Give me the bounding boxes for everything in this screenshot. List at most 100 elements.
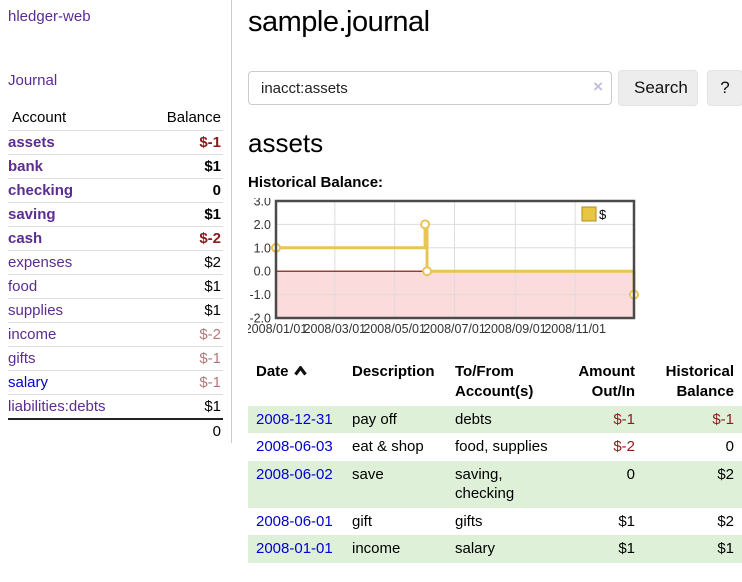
transaction-date-link[interactable]: 2008-06-03 bbox=[256, 438, 333, 456]
transaction-description: income bbox=[352, 540, 401, 558]
transaction-row: 2008-12-31 pay off debts $-1 $-1 bbox=[248, 405, 742, 434]
transaction-balance: $2 bbox=[717, 465, 734, 483]
transaction-amount: $1 bbox=[618, 540, 635, 558]
account-balance: $1 bbox=[140, 202, 223, 227]
accounts-total-value: 0 bbox=[140, 418, 223, 443]
balance-column-label: Historical Balance bbox=[643, 358, 742, 406]
app-window: hledger-web Journal Account Balance asse… bbox=[0, 0, 742, 563]
account-link-income[interactable]: income bbox=[8, 326, 57, 343]
account-link-liabilities-debts[interactable]: liabilities:debts bbox=[8, 398, 106, 415]
account-link-assets[interactable]: assets bbox=[8, 134, 55, 151]
transaction-description: save bbox=[352, 465, 384, 483]
account-row-liabilities-debts: liabilities:debts $1 bbox=[8, 394, 223, 419]
transaction-date-link[interactable]: 2008-06-02 bbox=[256, 465, 333, 483]
account-balance: $-2 bbox=[140, 322, 223, 347]
balance-chart: 3.0 2.0 1.0 0.0 -1.0 -2.02008/01/012008/03/01… bbox=[245, 195, 639, 336]
amount-column-line2: Out/In bbox=[591, 382, 635, 400]
account-balance: $1 bbox=[140, 394, 223, 419]
amount-column-line1: Amount bbox=[578, 363, 635, 380]
sidebar: hledger-web Journal Account Balance asse… bbox=[0, 0, 232, 443]
account-link-checking[interactable]: checking bbox=[8, 182, 74, 199]
transaction-accounts: food, supplies bbox=[455, 438, 548, 456]
transaction-balance: $-1 bbox=[712, 410, 734, 428]
account-row-checking: checking 0 bbox=[8, 178, 223, 203]
account-balance: 0 bbox=[140, 178, 223, 203]
account-link-expenses[interactable]: expenses bbox=[8, 254, 73, 271]
main-content: sample.journal × Search ? assets Histori… bbox=[232, 0, 742, 563]
chart-heading: Historical Balance: bbox=[248, 174, 384, 191]
balance-column-line1: Historical bbox=[665, 363, 734, 380]
transaction-row: 2008-06-01 gift gifts $1 $2 bbox=[248, 508, 742, 536]
account-balance: $2 bbox=[140, 250, 223, 275]
transaction-balance: 0 bbox=[725, 438, 734, 456]
account-balance: $1 bbox=[140, 274, 223, 299]
app-brand-link[interactable]: hledger-web bbox=[8, 8, 91, 25]
svg-text:1.0: 1.0 bbox=[254, 241, 271, 255]
sort-by-date-header[interactable]: Date bbox=[256, 362, 307, 382]
accounts-col-balance: Balance bbox=[166, 109, 221, 126]
transaction-accounts: salary bbox=[455, 540, 496, 558]
accounts-total-row: 0 bbox=[8, 418, 223, 443]
transaction-amount: $-2 bbox=[613, 438, 635, 456]
svg-text:2008/03/01: 2008/03/01 bbox=[304, 322, 367, 336]
account-row-salary: salary $-1 bbox=[8, 370, 223, 395]
accounts-column-line1: To/From bbox=[455, 363, 514, 380]
svg-text:-2.0: -2.0 bbox=[249, 312, 271, 326]
register-table: Date Description To/From Account(s) Amou… bbox=[248, 358, 742, 563]
description-column-label: Description bbox=[352, 363, 435, 380]
account-row-cash: cash $-2 bbox=[8, 226, 223, 251]
accounts-table: Account Balance assets $-1 bank $1 check… bbox=[8, 106, 223, 443]
account-row-income: income $-2 bbox=[8, 322, 223, 347]
svg-text:2008/01/01: 2008/01/01 bbox=[248, 322, 307, 336]
transaction-description: eat & shop bbox=[352, 438, 424, 456]
transaction-accounts: saving, checking bbox=[455, 465, 515, 503]
accounts-column-label: To/From Account(s) bbox=[447, 358, 567, 406]
balance-column-line2: Balance bbox=[676, 382, 734, 400]
svg-text:3.0: 3.0 bbox=[254, 198, 271, 209]
svg-text:2008/11/01: 2008/11/01 bbox=[544, 322, 606, 336]
account-link-food[interactable]: food bbox=[8, 278, 38, 295]
accounts-header-row: Account Balance bbox=[8, 106, 223, 131]
account-balance: $1 bbox=[140, 298, 223, 323]
account-row-supplies: supplies $1 bbox=[8, 298, 223, 323]
transaction-date-link[interactable]: 2008-12-31 bbox=[256, 410, 333, 428]
account-link-bank[interactable]: bank bbox=[8, 158, 44, 175]
account-balance: $-1 bbox=[140, 370, 223, 395]
search-input[interactable] bbox=[248, 71, 612, 105]
help-button[interactable]: ? bbox=[707, 70, 742, 106]
svg-text:2008/09/01: 2008/09/01 bbox=[484, 322, 547, 336]
transaction-accounts: debts bbox=[455, 410, 492, 428]
account-row-gifts: gifts $-1 bbox=[8, 346, 223, 371]
amount-column-label: Amount Out/In bbox=[567, 358, 643, 406]
sidebar-item-journal[interactable]: Journal bbox=[8, 72, 58, 89]
account-link-cash[interactable]: cash bbox=[8, 230, 43, 247]
transaction-row: 2008-01-01 income salary $1 $1 bbox=[248, 535, 742, 563]
transaction-description: pay off bbox=[352, 410, 397, 428]
svg-text:-1.0: -1.0 bbox=[249, 288, 271, 302]
account-link-supplies[interactable]: supplies bbox=[8, 302, 64, 319]
account-link-gifts[interactable]: gifts bbox=[8, 350, 36, 367]
svg-text:2.0: 2.0 bbox=[254, 218, 271, 232]
accounts-column-line2: Account(s) bbox=[455, 382, 534, 400]
account-balance: $-1 bbox=[140, 130, 223, 155]
account-row-saving: saving $1 bbox=[8, 202, 223, 227]
account-row-bank: bank $1 bbox=[8, 154, 223, 179]
search-form: × Search ? bbox=[248, 70, 742, 106]
svg-text:0.0: 0.0 bbox=[254, 265, 271, 279]
transaction-date-link[interactable]: 2008-01-01 bbox=[256, 540, 333, 558]
sort-ascending-icon bbox=[293, 362, 307, 382]
account-row-expenses: expenses $2 bbox=[8, 250, 223, 275]
page-title: sample.journal bbox=[248, 6, 430, 38]
transaction-balance: $2 bbox=[717, 512, 734, 530]
search-button[interactable]: Search bbox=[618, 70, 698, 106]
transaction-row: 2008-06-03 eat & shop food, supplies $-2… bbox=[248, 433, 742, 461]
transaction-date-link[interactable]: 2008-06-01 bbox=[256, 512, 333, 530]
chart-container: 3.0 2.0 1.0 0.0 -1.0 -2.0 2008/01/01 2008/03/01… bbox=[245, 195, 742, 345]
svg-text:2008/07/01: 2008/07/01 bbox=[423, 322, 486, 336]
account-link-saving[interactable]: saving bbox=[8, 206, 56, 223]
account-row-food: food $1 bbox=[8, 274, 223, 299]
account-link-salary[interactable]: salary bbox=[8, 374, 49, 391]
transaction-description: gift bbox=[352, 512, 373, 530]
transaction-row: 2008-06-02 save saving, checking 0 $2 bbox=[248, 460, 742, 508]
clear-search-icon[interactable]: × bbox=[593, 77, 603, 96]
